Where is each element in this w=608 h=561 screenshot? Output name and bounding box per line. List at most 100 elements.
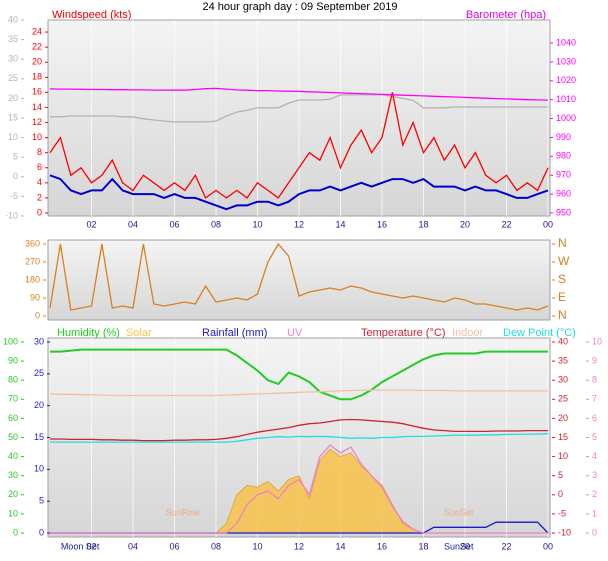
y-tick-label: -5 [558, 508, 566, 518]
y-tick-label: 2 [592, 489, 597, 499]
y-tick-label: 30 [8, 470, 18, 480]
line [49, 174, 549, 211]
y-tick-label: 30 [8, 54, 18, 64]
y-axis-title: Windspeed (kts) [52, 9, 131, 21]
x-tick-label: 12 [294, 541, 304, 551]
y-tick-label: 0 [13, 527, 18, 537]
y-tick-label: 1030 [556, 56, 576, 66]
y-tick-label: 2 [37, 192, 42, 202]
line [49, 87, 549, 101]
y-tick-label: 5 [13, 152, 18, 162]
annotation: SunRise [166, 507, 200, 517]
line [49, 242, 549, 311]
chart-title: 24 hour graph day : 09 September 2019 [202, 1, 397, 13]
y-tick-label: 35 [558, 355, 568, 365]
line [50, 444, 548, 534]
y-tick-label: 50 [8, 432, 18, 442]
y-tick-label: -5 [10, 191, 18, 201]
y-tick-label: S [558, 272, 566, 286]
x-tick-label: 04 [128, 541, 138, 551]
y-tick-label: 960 [556, 188, 571, 198]
legend-label: Temperature (°C) [361, 327, 445, 339]
x-tick-label: 04 [128, 219, 138, 229]
y-tick-label: 6 [592, 413, 597, 423]
y-tick-label: 7 [592, 394, 597, 404]
x-tick-label: 02 [86, 541, 96, 551]
y-tick-label: 90 [30, 292, 40, 302]
y-tick-label: 0 [35, 310, 40, 320]
x-tick-label: 16 [377, 541, 387, 551]
x-tick-label: 10 [252, 541, 262, 551]
x-tick-label: 14 [335, 541, 345, 551]
y-tick-label: E [558, 290, 566, 304]
x-tick-label: 00 [543, 219, 553, 229]
y-tick-label: 15 [558, 432, 568, 442]
y-tick-label: 4 [592, 451, 597, 461]
legend-label: Indoor [452, 327, 484, 339]
legend-label: Rainfall (mm) [202, 327, 267, 339]
line [50, 94, 548, 123]
y-tick-label: 20 [32, 57, 42, 67]
event-label: Moon Set [61, 541, 100, 551]
y-tick-label: 950 [556, 207, 571, 217]
y-tick-label: 1020 [556, 75, 576, 85]
y-tick-label: 10 [558, 451, 568, 461]
y-tick-label: 80 [8, 375, 18, 385]
y-tick-label: 40 [8, 451, 18, 461]
y-tick-label: 970 [556, 170, 571, 180]
line [49, 92, 549, 199]
y-tick-label: 0 [39, 527, 44, 537]
line [49, 389, 548, 397]
y-tick-label: 9 [592, 355, 597, 365]
legend-label: Humidity (%) [57, 327, 120, 339]
line [50, 348, 548, 401]
y-tick-label: 100 [3, 336, 18, 346]
x-tick-label: 20 [460, 219, 470, 229]
y-tick-label: 0 [558, 489, 563, 499]
y-tick-label: 15 [8, 112, 18, 122]
y-tick-label: 10 [32, 132, 42, 142]
x-tick-label: 10 [252, 219, 262, 229]
y-tick-label: 4 [37, 177, 42, 187]
y-tick-label: 1040 [556, 37, 576, 47]
y-tick-label: 16 [32, 87, 42, 97]
y-tick-label: W [558, 254, 570, 268]
y2-axis-title: Barometer (hpa) [466, 9, 546, 21]
x-tick-label: 22 [501, 541, 511, 551]
y-tick-label: 360 [25, 238, 40, 248]
y-tick-label: 14 [32, 102, 42, 112]
y-tick-label: 20 [34, 400, 44, 410]
y-tick-label: 8 [37, 147, 42, 157]
y-tick-label: 5 [39, 496, 44, 506]
y-tick-label: 10 [592, 336, 602, 346]
legend-label: UV [287, 327, 303, 339]
x-tick-label: 20 [460, 541, 470, 551]
y-tick-label: 0 [37, 207, 42, 217]
y-tick-label: 40 [558, 336, 568, 346]
y-tick-label: 10 [8, 508, 18, 518]
y-tick-label: -10 [558, 527, 571, 537]
y-tick-label: 18 [32, 72, 42, 82]
x-tick-label: 00 [543, 541, 553, 551]
y-tick-label: N [558, 308, 567, 322]
x-tick-label: 18 [418, 541, 428, 551]
x-tick-label: 18 [418, 219, 428, 229]
y-tick-label: 12 [32, 117, 42, 127]
y-tick-label: N [558, 236, 567, 250]
y-tick-label: 25 [558, 394, 568, 404]
y-tick-label: 60 [8, 413, 18, 423]
x-tick-label: 02 [86, 219, 96, 229]
y-tick-label: 40 [8, 14, 18, 24]
x-tick-label: 08 [211, 541, 221, 551]
y-tick-label: 0 [592, 527, 597, 537]
y-tick-label: 5 [558, 470, 563, 480]
y-tick-label: 25 [8, 73, 18, 83]
y-tick-label: 270 [25, 256, 40, 266]
y-tick-label: 22 [32, 42, 42, 52]
x-tick-label: 22 [501, 219, 511, 229]
y-tick-label: 980 [556, 151, 571, 161]
x-tick-label: 16 [377, 219, 387, 229]
y-tick-label: 30 [558, 375, 568, 385]
x-tick-label: 06 [169, 219, 179, 229]
y-tick-label: 180 [25, 274, 40, 284]
